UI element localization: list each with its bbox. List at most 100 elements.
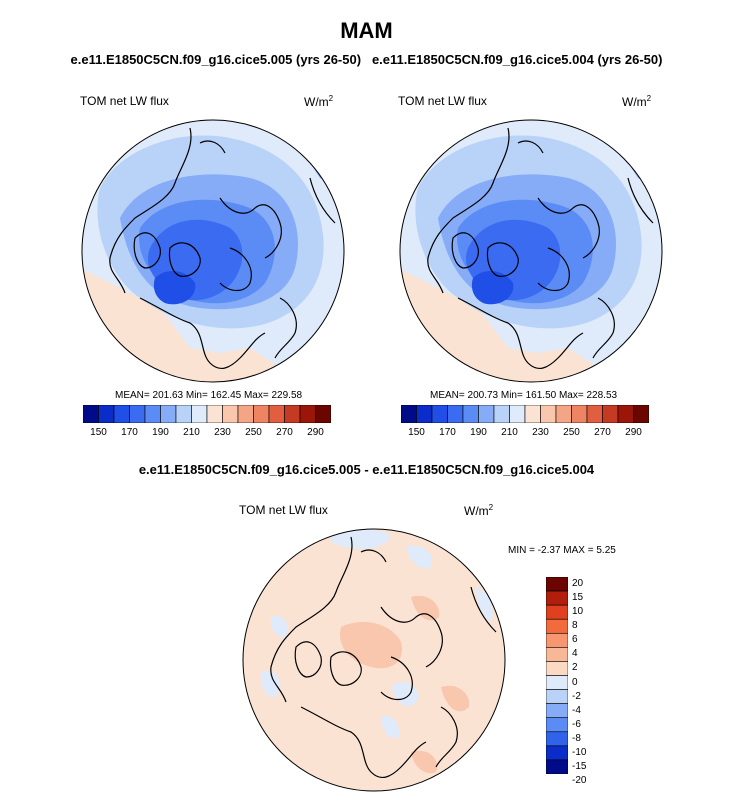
difference-colorbar-swatch <box>546 661 568 676</box>
difference-title: e.e11.E1850C5CN.f09_g16.cice5.005 - e.e1… <box>138 462 595 477</box>
left-colorbar <box>83 405 331 423</box>
diff-stats: MIN = -2.37 MAX = 5.25 <box>508 545 616 556</box>
diff-units-label: W/m2 <box>464 503 494 518</box>
left-polar-map <box>81 119 345 383</box>
difference-colorbar-swatch <box>546 632 568 648</box>
left-stats: MEAN= 201.63 Min= 162.45 Max= 229.58 <box>115 390 303 401</box>
difference-colorbar-swatch <box>546 703 568 719</box>
diff-variable-label: TOM net LW flux <box>239 503 328 517</box>
left-colorbar-swatch <box>315 405 331 423</box>
left-colorbar-swatch <box>206 405 223 423</box>
difference-colorbar-swatch <box>546 647 568 662</box>
left-colorbar-swatch <box>222 405 239 423</box>
left-units-label: W/m2 <box>304 94 334 109</box>
difference-colorbar-swatch <box>546 675 568 690</box>
right-colorbar-ticks: 150 170 190 210 230 250 270 290 <box>401 427 649 441</box>
difference-colorbar-tick-label: -6 <box>572 718 581 730</box>
left-colorbar-swatch <box>268 405 285 423</box>
difference-colorbar-tick-label: 20 <box>572 578 584 590</box>
difference-colorbar-tick-label: 2 <box>572 662 578 674</box>
right-colorbar-swatch <box>540 405 557 423</box>
left-colorbar-swatch <box>299 405 316 423</box>
right-polar-map <box>399 119 663 383</box>
right-colorbar-swatch <box>478 405 495 423</box>
right-colorbar-swatch <box>431 405 448 423</box>
right-colorbar-tick-label: 290 <box>625 427 642 438</box>
difference-polar-map <box>242 528 506 792</box>
right-colorbar-swatch <box>509 405 526 423</box>
difference-colorbar <box>546 577 568 774</box>
right-colorbar-swatch <box>586 405 603 423</box>
right-colorbar-swatch <box>493 405 510 423</box>
difference-colorbar-tick-label: 10 <box>572 606 584 618</box>
right-units-label: W/m2 <box>622 94 652 109</box>
right-colorbar-swatch <box>462 405 479 423</box>
left-colorbar-tick-label: 170 <box>121 427 138 438</box>
right-colorbar-tick-label: 150 <box>408 427 425 438</box>
left-colorbar-tick-label: 210 <box>183 427 200 438</box>
left-colorbar-swatch <box>144 405 161 423</box>
difference-colorbar-swatch <box>546 731 568 747</box>
season-title: MAM <box>340 18 393 43</box>
right-colorbar-swatch <box>524 405 541 423</box>
left-colorbar-tick-label: 250 <box>245 427 262 438</box>
right-colorbar-swatch <box>571 405 588 423</box>
run-titles: e.e11.E1850C5CN.f09_g16.cice5.005 (yrs 2… <box>0 52 733 67</box>
left-colorbar-swatch <box>129 405 146 423</box>
right-colorbar-swatch <box>401 405 417 423</box>
left-variable-label: TOM net LW flux <box>80 94 169 108</box>
right-colorbar-tick-label: 210 <box>501 427 518 438</box>
left-colorbar-tick-label: 150 <box>90 427 107 438</box>
difference-colorbar-swatch <box>546 577 568 592</box>
left-colorbar-swatch <box>284 405 301 423</box>
left-colorbar-swatch <box>237 405 254 423</box>
difference-colorbar-tick-label: -2 <box>572 690 581 702</box>
difference-colorbar-swatch <box>546 717 568 733</box>
difference-colorbar-tick-label: 8 <box>572 620 578 632</box>
left-colorbar-tick-label: 270 <box>276 427 293 438</box>
right-colorbar-tick-label: 230 <box>532 427 549 438</box>
left-colorbar-swatch <box>113 405 130 423</box>
left-colorbar-ticks: 150 170 190 210 230 250 270 290 <box>83 427 331 441</box>
difference-colorbar-swatch <box>546 604 568 620</box>
right-stats: MEAN= 200.73 Min= 161.50 Max= 228.53 <box>430 390 618 401</box>
difference-colorbar-tick-label: -15 <box>572 760 587 772</box>
difference-colorbar-tick-label: 15 <box>572 592 584 604</box>
right-colorbar-swatch <box>602 405 619 423</box>
difference-colorbar-swatch <box>546 689 568 704</box>
difference-colorbar-swatch <box>546 618 568 634</box>
difference-colorbar-ticks: 20 15 10 8 6 4 2 0 -2 -4 -6 -8 -10 -15 -20 <box>572 577 612 786</box>
right-colorbar-swatch <box>416 405 433 423</box>
difference-colorbar-swatch <box>546 759 568 774</box>
difference-colorbar-tick-label: 4 <box>572 648 578 660</box>
difference-colorbar-tick-label: 6 <box>572 634 578 646</box>
difference-colorbar-tick-label: -4 <box>572 704 581 716</box>
left-colorbar-swatch <box>83 405 99 423</box>
difference-colorbar-tick-label: -8 <box>572 732 581 744</box>
right-colorbar-tick-label: 250 <box>563 427 580 438</box>
left-run-title: e.e11.E1850C5CN.f09_g16.cice5.005 (yrs 2… <box>70 52 362 67</box>
left-colorbar-swatch <box>160 405 177 423</box>
right-variable-label: TOM net LW flux <box>398 94 487 108</box>
difference-colorbar-swatch <box>546 590 568 606</box>
left-colorbar-swatch <box>98 405 115 423</box>
right-colorbar-swatch <box>447 405 464 423</box>
left-colorbar-swatch <box>253 405 270 423</box>
left-colorbar-tick-label: 290 <box>307 427 324 438</box>
difference-colorbar-tick-label: -10 <box>572 746 587 758</box>
left-colorbar-swatch <box>191 405 208 423</box>
left-colorbar-tick-label: 190 <box>152 427 169 438</box>
right-run-title: e.e11.E1850C5CN.f09_g16.cice5.004 (yrs 2… <box>371 52 663 67</box>
right-colorbar <box>401 405 649 423</box>
right-colorbar-swatch <box>555 405 572 423</box>
difference-colorbar-tick-label: 0 <box>572 676 578 688</box>
left-colorbar-tick-label: 230 <box>214 427 231 438</box>
right-colorbar-tick-label: 190 <box>470 427 487 438</box>
right-colorbar-swatch <box>617 405 634 423</box>
left-colorbar-swatch <box>175 405 192 423</box>
right-colorbar-tick-label: 270 <box>594 427 611 438</box>
difference-colorbar-tick-label: -20 <box>572 775 587 787</box>
difference-colorbar-swatch <box>546 745 568 761</box>
right-colorbar-swatch <box>633 405 649 423</box>
right-colorbar-tick-label: 170 <box>439 427 456 438</box>
